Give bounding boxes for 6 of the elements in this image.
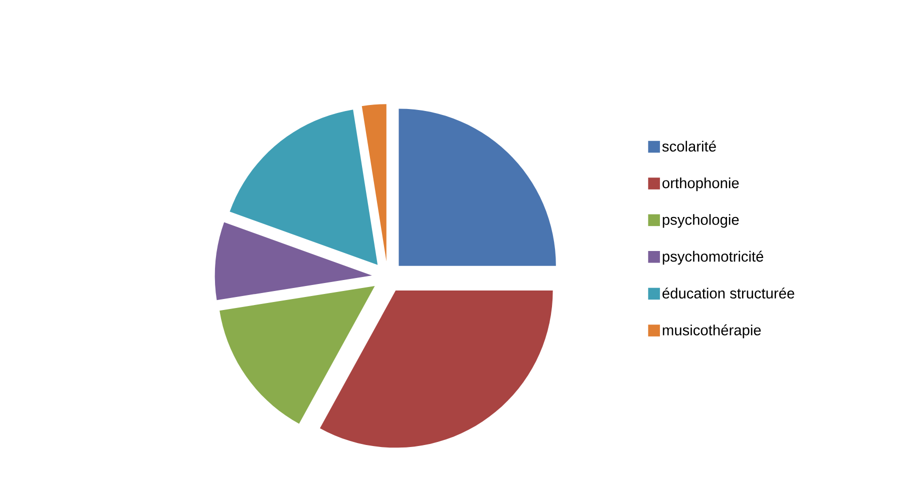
legend-label: musicothérapie bbox=[662, 324, 761, 338]
legend-label: éducation structurée bbox=[662, 288, 794, 298]
legend-label: orthophonie bbox=[662, 177, 739, 192]
legend-label: psychologie bbox=[662, 214, 739, 228]
legend-label: scolarité bbox=[662, 140, 716, 152]
legend-label: psychomotricité bbox=[662, 250, 764, 265]
